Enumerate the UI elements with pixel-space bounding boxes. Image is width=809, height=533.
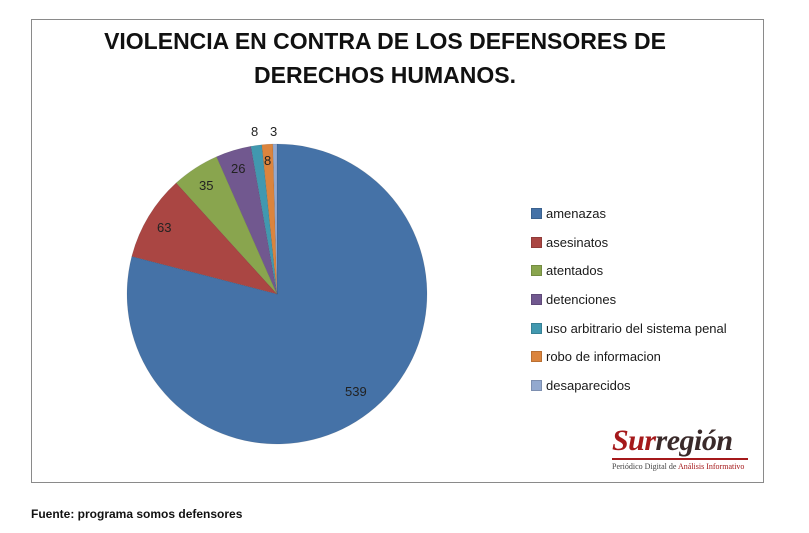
pie-slice-uso-arbitrario-del-sistema-penal xyxy=(250,144,278,295)
legend-item-desaparecidos: desaparecidos xyxy=(531,371,727,400)
legend-label: detenciones xyxy=(546,291,617,307)
logo-tagline: Periódico Digital de Análisis Informativ… xyxy=(612,462,752,471)
pie-slice-amenazas xyxy=(126,143,428,445)
legend-item-asesinatos: asesinatos xyxy=(531,228,727,257)
legend-label: amenazas xyxy=(546,205,606,221)
legend-swatch-asesinatos xyxy=(531,236,542,248)
legend-item-amenazas: amenazas xyxy=(531,199,727,228)
logo-wordmark-part1: Sur xyxy=(612,424,656,457)
logo-wordmark-part2: región xyxy=(655,424,734,457)
legend-label: uso arbitrario del sistema penal xyxy=(546,320,727,336)
label-robo-informacion: 8 xyxy=(264,153,272,168)
pie-slices xyxy=(126,143,428,445)
pie-slice-desaparecidos xyxy=(272,143,278,295)
chart-legend: amenazas asesinatos atentados detencione… xyxy=(531,199,727,400)
legend-label: robo de informacion xyxy=(546,349,661,365)
label-uso-arbitrario: 8 xyxy=(251,124,259,139)
suregion-logo: Surregión Periódico Digital de Análisis … xyxy=(612,425,752,471)
chart-title-line2: DERECHOS HUMANOS. xyxy=(254,62,516,88)
pie-slice-robo-de-informacion xyxy=(261,143,278,295)
pie-slice-asesinatos xyxy=(131,182,278,295)
legend-label: desaparecidos xyxy=(546,377,631,393)
logo-tagline-part2: Análisis Informativo xyxy=(678,462,745,471)
legend-swatch-uso-arbitrario xyxy=(531,322,542,334)
logo-underline xyxy=(612,458,748,460)
label-asesinatos: 63 xyxy=(157,220,172,235)
legend-swatch-robo-informacion xyxy=(531,351,542,363)
legend-item-robo-informacion: robo de informacion xyxy=(531,342,727,371)
label-amenazas: 539 xyxy=(345,384,367,399)
legend-swatch-detenciones xyxy=(531,293,542,305)
chart-title-line1: VIOLENCIA EN CONTRA DE LOS DEFENSORES DE xyxy=(104,28,666,54)
chart-title: VIOLENCIA EN CONTRA DE LOS DEFENSORES DE… xyxy=(0,24,770,92)
label-atentados: 35 xyxy=(199,178,214,193)
logo-wordmark: Surregión xyxy=(612,425,752,457)
legend-label: asesinatos xyxy=(546,234,609,250)
legend-swatch-atentados xyxy=(531,265,542,277)
pie-slice-atentados xyxy=(175,156,278,295)
legend-item-detenciones: detenciones xyxy=(531,285,727,314)
label-detenciones: 26 xyxy=(231,161,246,176)
logo-tagline-part1: Periódico Digital de xyxy=(612,462,678,471)
source-note: Fuente: programa somos defensores xyxy=(31,507,243,521)
legend-item-atentados: atentados xyxy=(531,256,727,285)
legend-swatch-amenazas xyxy=(531,207,542,219)
legend-label: atentados xyxy=(546,263,604,279)
pie-slice-detenciones xyxy=(216,145,278,295)
legend-item-uso-arbitrario: uso arbitrario del sistema penal xyxy=(531,314,727,343)
label-desaparecidos: 3 xyxy=(270,124,278,139)
legend-swatch-desaparecidos xyxy=(531,379,542,391)
